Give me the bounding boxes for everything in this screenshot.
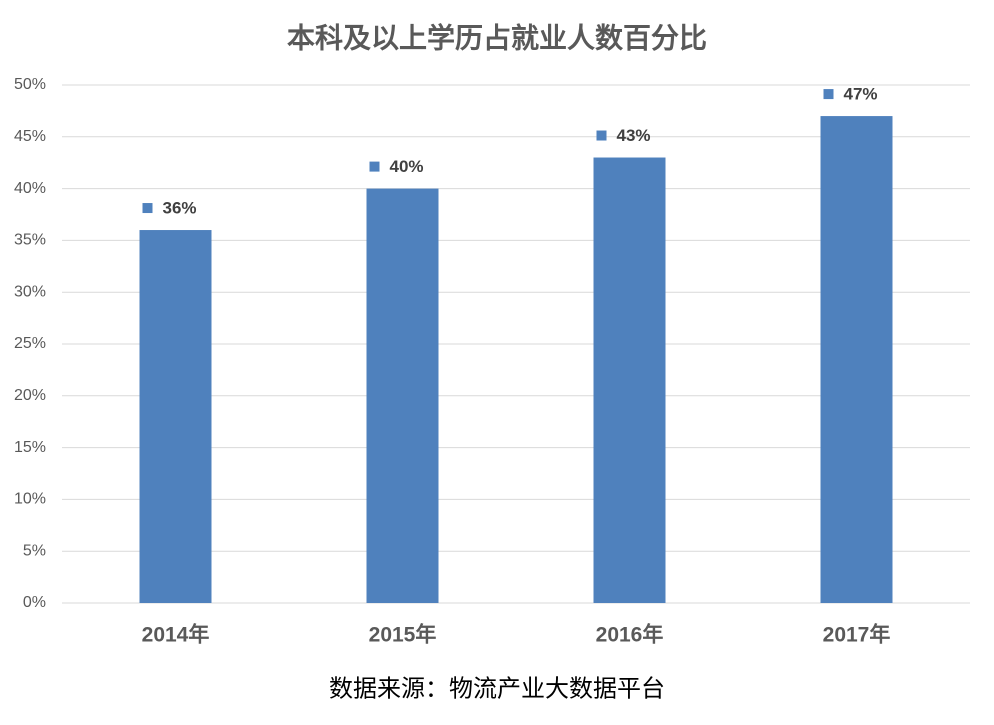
y-tick-label: 40% — [14, 180, 46, 197]
y-tick-label: 10% — [14, 491, 46, 508]
x-tick-label: 2016年 — [596, 623, 664, 647]
value-label: 40% — [390, 157, 424, 176]
y-tick-label: 15% — [14, 439, 46, 456]
bar — [366, 188, 439, 603]
bar — [820, 116, 893, 603]
x-tick-label: 2014年 — [142, 623, 210, 647]
x-tick-label: 2015年 — [369, 623, 437, 647]
chart-title: 本科及以上学历占就业人数百分比 — [287, 21, 707, 53]
y-tick-label: 5% — [23, 542, 46, 559]
y-tick-label: 30% — [14, 283, 46, 300]
value-label: 36% — [163, 199, 197, 218]
y-tick-label: 50% — [14, 76, 46, 93]
source-note: 数据来源：物流产业大数据平台 — [329, 675, 665, 702]
y-tick-label: 25% — [14, 335, 46, 352]
bar — [139, 230, 212, 604]
y-tick-label: 45% — [14, 128, 46, 145]
label-key — [596, 130, 607, 141]
bar — [593, 157, 666, 603]
label-key — [142, 203, 153, 214]
y-tick-label: 20% — [14, 387, 46, 404]
label-key — [823, 89, 834, 100]
x-tick-label: 2017年 — [823, 623, 891, 647]
y-tick-label: 0% — [23, 594, 46, 611]
y-tick-label: 35% — [14, 232, 46, 249]
value-label: 43% — [617, 126, 651, 145]
value-label: 47% — [844, 85, 878, 104]
label-key — [369, 161, 380, 172]
